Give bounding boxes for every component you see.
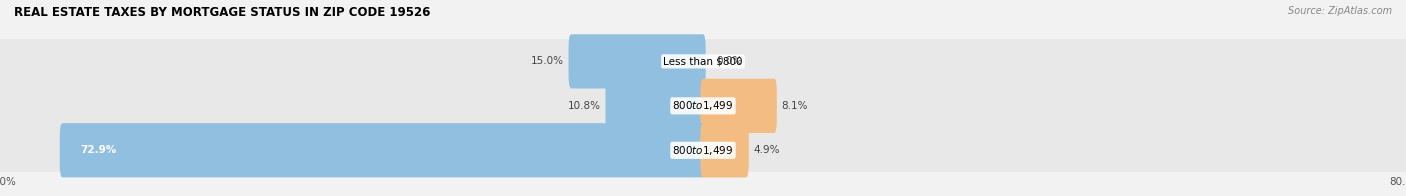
Text: 72.9%: 72.9%: [80, 145, 117, 155]
Text: 4.9%: 4.9%: [754, 145, 779, 155]
FancyBboxPatch shape: [700, 79, 776, 133]
Text: Less than $800: Less than $800: [664, 56, 742, 66]
Text: Source: ZipAtlas.com: Source: ZipAtlas.com: [1288, 6, 1392, 16]
FancyBboxPatch shape: [568, 34, 706, 89]
FancyBboxPatch shape: [606, 79, 706, 133]
FancyBboxPatch shape: [0, 62, 1406, 149]
FancyBboxPatch shape: [0, 107, 1406, 194]
Text: 8.1%: 8.1%: [782, 101, 807, 111]
Text: 0.0%: 0.0%: [716, 56, 742, 66]
Text: 15.0%: 15.0%: [531, 56, 564, 66]
Text: 10.8%: 10.8%: [568, 101, 602, 111]
FancyBboxPatch shape: [59, 123, 706, 177]
Text: REAL ESTATE TAXES BY MORTGAGE STATUS IN ZIP CODE 19526: REAL ESTATE TAXES BY MORTGAGE STATUS IN …: [14, 6, 430, 19]
Text: $800 to $1,499: $800 to $1,499: [672, 99, 734, 112]
FancyBboxPatch shape: [700, 123, 749, 177]
Text: $800 to $1,499: $800 to $1,499: [672, 144, 734, 157]
FancyBboxPatch shape: [0, 18, 1406, 105]
